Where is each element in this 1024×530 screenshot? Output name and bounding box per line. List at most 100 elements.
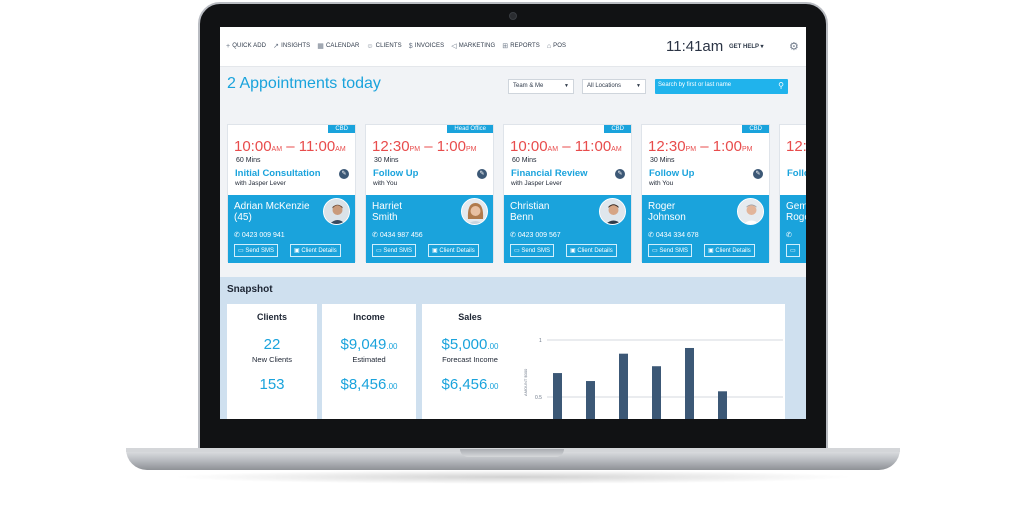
service-name[interactable]: Follo: [787, 168, 806, 179]
client-details-button[interactable]: ▣ Client Details: [290, 244, 341, 257]
client-name-line1: Roger: [648, 201, 676, 212]
chart-bar: [685, 347, 694, 419]
nav-reports[interactable]: ⊞ REPORTS: [502, 42, 540, 50]
start-time: 12:30: [648, 138, 686, 155]
appointment-card[interactable]: CBD 10:00AM – 11:00AM 60 Mins Initial Co…: [227, 124, 356, 263]
client-name-line2: (45): [234, 212, 252, 223]
nav-insights[interactable]: ↗ INSIGHTS: [273, 42, 310, 50]
estimated-income-dollars: $9,049: [340, 336, 387, 353]
duration: 30 Mins: [374, 157, 399, 164]
client-phone[interactable]: ✆ 0423 009 941: [234, 231, 285, 239]
phone-icon: ✆: [372, 232, 378, 239]
client-name[interactable]: GemRoge: [786, 201, 806, 223]
laptop-base: [126, 448, 900, 470]
appointment-time: 12:30PM – 1:00PM: [372, 138, 477, 155]
phone-icon: ✆: [510, 232, 516, 239]
current-time: 11:41am: [666, 38, 724, 55]
location-select[interactable]: All Locations ▼: [582, 79, 646, 94]
duration: 30 Mins: [650, 157, 675, 164]
top-nav-bar: + QUICK ADD ↗ INSIGHTS ▦ CALENDAR ☺ CLIENTS …: [220, 27, 806, 67]
phone-icon: ✆: [786, 232, 792, 239]
staff-name: with You: [373, 180, 398, 187]
edit-icon[interactable]: ✎: [339, 169, 349, 179]
appointment-info: CBD 10:00AM – 11:00AM 60 Mins Financial …: [504, 125, 631, 195]
client-phone[interactable]: ✆ 0434 987 456: [372, 231, 423, 239]
edit-icon[interactable]: ✎: [477, 169, 487, 179]
nav-invoices[interactable]: $ INVOICES: [409, 42, 444, 50]
send-sms-button[interactable]: ▭ Send SMS: [648, 244, 693, 257]
service-name[interactable]: Financial Review: [511, 168, 588, 179]
caret-down-icon: ▼: [564, 83, 569, 89]
get-help-menu[interactable]: GET HELP ▾: [729, 44, 764, 50]
nav-label: QUICK ADD: [232, 43, 267, 49]
nav-calendar[interactable]: ▦ CALENDAR: [317, 42, 359, 50]
income-panel[interactable]: Income $9,049.00 Estimated $8,456.00: [322, 304, 416, 419]
service-name[interactable]: Initial Consultation: [235, 168, 321, 179]
phone-number: 0423 009 941: [241, 232, 285, 239]
id-card-icon: ▣: [708, 248, 714, 254]
client-details-button[interactable]: ▣ Client Details: [428, 244, 479, 257]
service-name[interactable]: Follow Up: [649, 168, 695, 179]
nav-quick-add[interactable]: + QUICK ADD: [226, 42, 266, 50]
client-phone[interactable]: ✆: [786, 231, 792, 239]
client-name-line2: Johnson: [648, 212, 686, 223]
avatar: [323, 198, 350, 225]
send-sms-button[interactable]: ▭ Send SMS: [234, 244, 279, 257]
forecast-income-cents: .00: [487, 342, 499, 351]
phone-number: 0423 009 567: [517, 232, 561, 239]
appointment-info: CBD 12:30PM – 1:00PM 30 Mins Follow Up w…: [642, 125, 769, 195]
client-panel: Christian Benn ✆ 0423 009 567 ▭ Send SMS …: [504, 195, 631, 263]
gear-icon[interactable]: ⚙: [789, 41, 799, 53]
appointment-card[interactable]: 12:30 Follo GemRoge ✆ ▭: [779, 124, 806, 263]
panel-title: Clients: [256, 312, 287, 322]
client-details-button[interactable]: ▣ Client Details: [704, 244, 755, 257]
client-details-label: Client Details: [439, 248, 475, 254]
send-sms-button[interactable]: ▭ Send SMS: [510, 244, 555, 257]
location-badge: CBD: [604, 125, 631, 133]
team-select[interactable]: Team & Me ▼: [508, 79, 574, 94]
nav-marketing[interactable]: ◁ MARKETING: [451, 42, 495, 50]
search-input[interactable]: Search by first or last name: [658, 82, 732, 88]
location-select-value: All Locations: [587, 83, 622, 89]
end-ampm: AM: [335, 146, 346, 153]
nav-pos[interactable]: ⌂ POS: [547, 42, 566, 50]
search-icon[interactable]: ⚲: [778, 81, 784, 90]
nav-clients[interactable]: ☺ CLIENTS: [366, 42, 401, 50]
appointment-card[interactable]: CBD 12:30PM – 1:00PM 30 Mins Follow Up w…: [641, 124, 770, 263]
appointment-card[interactable]: CBD 10:00AM – 11:00AM 60 Mins Financial …: [503, 124, 632, 263]
search-bar[interactable]: Search by first or last name ⚲: [655, 79, 788, 94]
edit-icon[interactable]: ✎: [753, 169, 763, 179]
client-phone[interactable]: ✆ 0434 334 678: [648, 231, 699, 239]
client-name[interactable]: Christian Benn: [510, 201, 598, 223]
pos-icon: ⌂: [546, 42, 552, 50]
invoices-icon: $: [408, 42, 413, 50]
edit-icon[interactable]: ✎: [615, 169, 625, 179]
avatar: [461, 198, 488, 225]
send-sms-button[interactable]: ▭ Send SMS: [372, 244, 417, 257]
appointment-info: CBD 10:00AM – 11:00AM 60 Mins Initial Co…: [228, 125, 355, 195]
client-name[interactable]: Harriet Smith: [372, 201, 460, 223]
appointment-time: 10:00AM – 11:00AM: [510, 138, 622, 155]
end-ampm: AM: [611, 146, 622, 153]
insights-icon: ↗: [273, 43, 280, 50]
appointment-card[interactable]: Head Office 12:30PM – 1:00PM 30 Mins Fol…: [365, 124, 494, 263]
duration: 60 Mins: [236, 157, 261, 164]
client-details-button[interactable]: ▣ Client Details: [566, 244, 617, 257]
location-badge: CBD: [742, 125, 769, 133]
start-ampm: AM: [271, 146, 283, 153]
phone-number: 0434 987 456: [379, 232, 423, 239]
client-name[interactable]: Roger Johnson: [648, 201, 736, 223]
forecast-income-value: $5,000.00: [422, 336, 518, 353]
client-name[interactable]: Adrian McKenzie (45): [234, 201, 322, 223]
sms-icon: ▭: [238, 248, 244, 254]
phone-icon: ✆: [234, 232, 240, 239]
client-phone[interactable]: ✆ 0423 009 567: [510, 231, 561, 239]
avatar: [599, 198, 626, 225]
chart-bar: [553, 373, 562, 419]
clients-panel[interactable]: Clients 22 New Clients 153: [227, 304, 317, 419]
service-name[interactable]: Follow Up: [373, 168, 419, 179]
send-sms-label: Send SMS: [245, 248, 275, 254]
send-sms-button[interactable]: ▭: [786, 244, 800, 257]
sales-panel[interactable]: Sales $5,000.00 Forecast Income $6,456.0…: [422, 304, 785, 419]
client-panel: Harriet Smith ✆ 0434 987 456 ▭ Send SMS ▣…: [366, 195, 493, 263]
